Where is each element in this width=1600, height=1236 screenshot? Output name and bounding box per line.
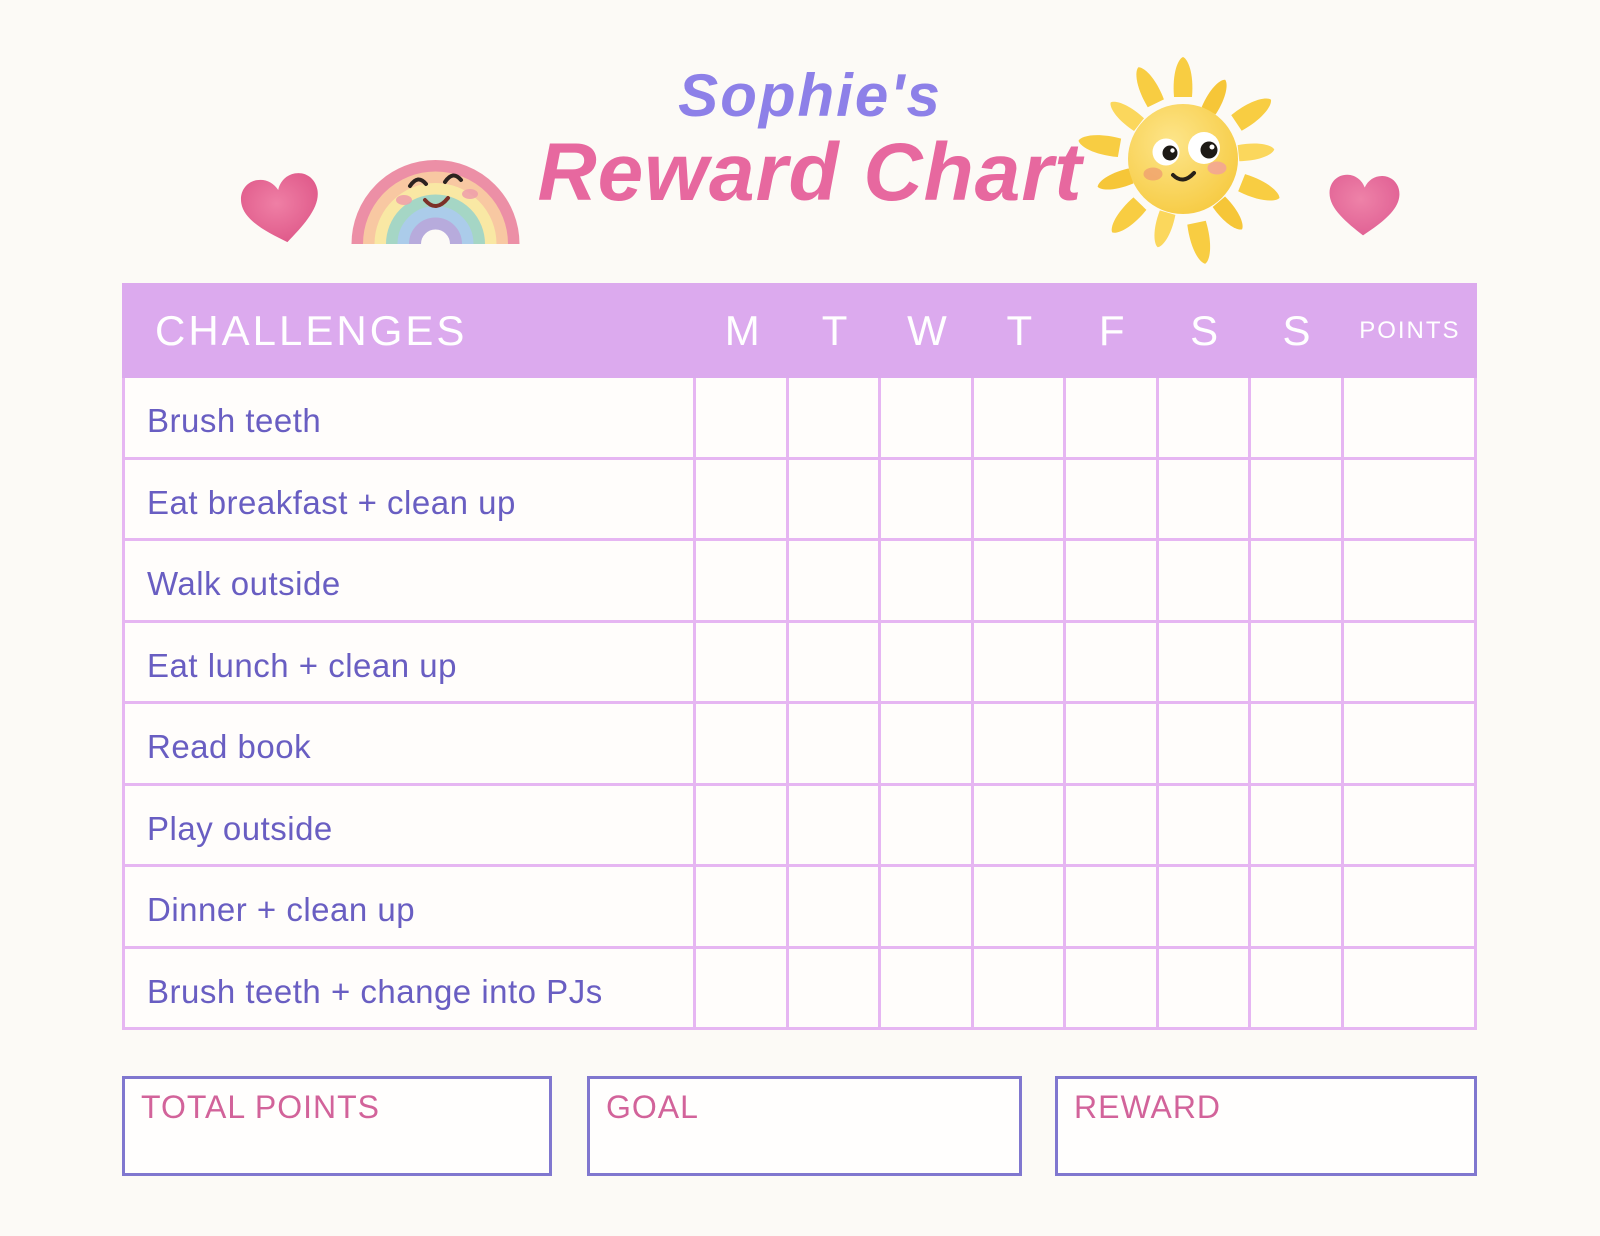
day-cell[interactable] — [1251, 948, 1341, 1027]
day-cell[interactable] — [1066, 704, 1156, 783]
reward-label: REWARD — [1074, 1089, 1222, 1125]
rainbow-icon — [348, 118, 523, 255]
day-cell[interactable] — [1251, 622, 1341, 701]
heart-icon — [233, 163, 330, 259]
points-cell[interactable] — [1343, 622, 1474, 701]
day-cell[interactable] — [881, 867, 971, 946]
day-cell[interactable] — [696, 622, 786, 701]
child-name: Sophie's — [678, 62, 942, 129]
day-cell[interactable] — [1158, 541, 1249, 620]
points-cell[interactable] — [1343, 785, 1474, 864]
day-cell[interactable] — [1158, 785, 1249, 864]
challenge-label: Read book — [125, 704, 693, 783]
day-cell[interactable] — [696, 459, 786, 538]
day-cell[interactable] — [881, 785, 971, 864]
day-cell[interactable] — [973, 948, 1064, 1027]
day-header-friday: F — [1098, 306, 1125, 354]
page-title: Sophie's Reward Chart — [520, 66, 1100, 214]
day-cell[interactable] — [788, 785, 879, 864]
day-header-saturday: S — [1190, 306, 1219, 354]
day-cell[interactable] — [1251, 867, 1341, 946]
challenge-label: Dinner + clean up — [125, 867, 693, 946]
day-cell[interactable] — [973, 541, 1064, 620]
day-cell[interactable] — [1066, 459, 1156, 538]
day-cell[interactable] — [1251, 541, 1341, 620]
challenge-label: Play outside — [125, 785, 693, 864]
day-cell[interactable] — [1251, 378, 1341, 457]
day-cell[interactable] — [973, 867, 1064, 946]
day-cell[interactable] — [1251, 459, 1341, 538]
points-cell[interactable] — [1343, 867, 1474, 946]
sun-icon — [1066, 48, 1304, 281]
table-header-row: CHALLENGES M T W T F S S POINTS — [122, 283, 1477, 378]
day-cell[interactable] — [881, 704, 971, 783]
challenge-label: Brush teeth — [125, 378, 693, 457]
goal-label: GOAL — [606, 1089, 699, 1125]
day-cell[interactable] — [1158, 459, 1249, 538]
day-cell[interactable] — [973, 378, 1064, 457]
day-cell[interactable] — [881, 622, 971, 701]
day-cell[interactable] — [1066, 378, 1156, 457]
day-cell[interactable] — [788, 948, 879, 1027]
challenge-label: Eat breakfast + clean up — [125, 459, 693, 538]
day-header-sunday: S — [1282, 306, 1311, 354]
points-header: POINTS — [1359, 316, 1461, 344]
day-cell[interactable] — [696, 948, 786, 1027]
day-cell[interactable] — [788, 867, 879, 946]
points-cell[interactable] — [1343, 948, 1474, 1027]
day-cell[interactable] — [788, 459, 879, 538]
table-body: Brush teeth Eat breakfast + clean up Wal… — [122, 378, 1477, 1030]
points-cell[interactable] — [1343, 541, 1474, 620]
day-cell[interactable] — [1066, 622, 1156, 701]
chart-title: Reward Chart — [537, 127, 1083, 218]
day-header-thursday: T — [1006, 306, 1033, 354]
challenge-label: Eat lunch + clean up — [125, 622, 693, 701]
day-cell[interactable] — [1158, 948, 1249, 1027]
day-cell[interactable] — [1066, 948, 1156, 1027]
day-header-wednesday: W — [907, 306, 947, 354]
heart-icon — [1325, 169, 1404, 247]
day-cell[interactable] — [696, 785, 786, 864]
reward-chart-table: CHALLENGES M T W T F S S POINTS Brush te… — [122, 283, 1477, 1030]
day-cell[interactable] — [1158, 867, 1249, 946]
challenge-label: Walk outside — [125, 541, 693, 620]
day-cell[interactable] — [788, 378, 879, 457]
day-cell[interactable] — [788, 541, 879, 620]
day-cell[interactable] — [881, 378, 971, 457]
day-cell[interactable] — [1251, 785, 1341, 864]
points-cell[interactable] — [1343, 704, 1474, 783]
day-cell[interactable] — [696, 867, 786, 946]
challenges-header: CHALLENGES — [155, 306, 468, 354]
day-cell[interactable] — [1158, 704, 1249, 783]
day-cell[interactable] — [881, 948, 971, 1027]
day-cell[interactable] — [696, 704, 786, 783]
challenge-label: Brush teeth + change into PJs — [125, 948, 693, 1027]
points-cell[interactable] — [1343, 378, 1474, 457]
day-cell[interactable] — [788, 704, 879, 783]
goal-box[interactable]: GOAL — [587, 1076, 1022, 1176]
day-header-monday: M — [724, 306, 760, 354]
day-header-tuesday: T — [821, 306, 848, 354]
day-cell[interactable] — [1066, 867, 1156, 946]
reward-box[interactable]: REWARD — [1055, 1076, 1477, 1176]
day-cell[interactable] — [1158, 378, 1249, 457]
day-cell[interactable] — [973, 459, 1064, 538]
total-points-box[interactable]: TOTAL POINTS — [122, 1076, 552, 1176]
day-cell[interactable] — [1251, 704, 1341, 783]
day-cell[interactable] — [881, 459, 971, 538]
day-cell[interactable] — [973, 704, 1064, 783]
points-cell[interactable] — [1343, 459, 1474, 538]
day-cell[interactable] — [1066, 541, 1156, 620]
day-cell[interactable] — [881, 541, 971, 620]
day-cell[interactable] — [788, 622, 879, 701]
total-points-label: TOTAL POINTS — [141, 1089, 380, 1125]
day-cell[interactable] — [1158, 622, 1249, 701]
day-cell[interactable] — [1066, 785, 1156, 864]
day-cell[interactable] — [973, 785, 1064, 864]
day-cell[interactable] — [973, 622, 1064, 701]
day-cell[interactable] — [696, 541, 786, 620]
day-cell[interactable] — [696, 378, 786, 457]
